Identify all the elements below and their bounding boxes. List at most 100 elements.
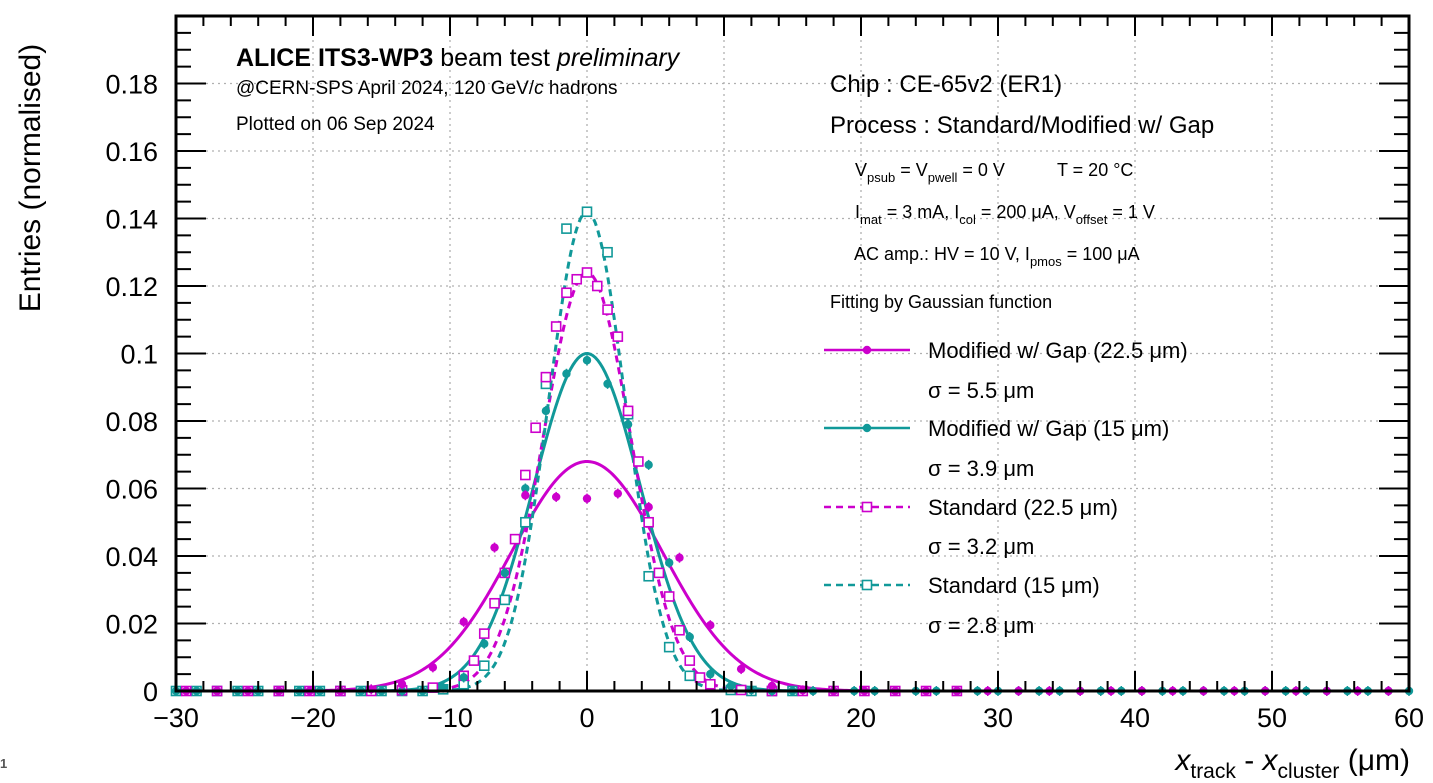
data-point: [622, 405, 634, 417]
page-number: 1: [0, 756, 8, 771]
data-point: [571, 273, 583, 285]
data-point: [468, 655, 480, 666]
data-point: [685, 632, 694, 642]
data-point: [397, 680, 407, 689]
fitting-note: Fitting by Gaussian function: [830, 292, 1052, 312]
data-point: [623, 420, 633, 429]
y-tick-label: 0.04: [105, 542, 158, 572]
x-label-unit: (μm): [1339, 744, 1410, 777]
legend-sigma-3: σ = 2.8 μm: [928, 613, 1034, 638]
fit-curve-1: [176, 352, 1409, 693]
data-point: [521, 484, 530, 493]
legend-sigma-0: σ = 5.5 μm: [928, 378, 1034, 403]
fit-curve-3: [176, 210, 1409, 693]
data-point: [541, 406, 551, 416]
legend-marker-1: [862, 423, 872, 433]
data-point: [644, 460, 653, 470]
data-point: [704, 678, 716, 690]
amp-line: AC amp.: HV = 10 V, Ipmos = 100 μA: [830, 244, 1154, 269]
x-tick-label: 10: [709, 703, 739, 733]
data-point: [602, 304, 613, 315]
data-point: [767, 681, 777, 691]
data-point: [665, 558, 674, 567]
data-point: [736, 664, 746, 674]
data-point: [509, 533, 521, 545]
data-point: [489, 597, 500, 609]
data-point: [633, 456, 644, 467]
x-tick-label: 50: [1257, 703, 1287, 733]
y-tick-label: 0: [143, 677, 158, 707]
y-tick-label: 0.02: [105, 610, 158, 640]
legend-label-2: Standard (22.5 μm): [928, 495, 1118, 520]
fit-curves: [176, 210, 1409, 693]
y-tick-label: 0.12: [105, 272, 158, 302]
legend-label-0: Modified w/ Gap (22.5 μm): [928, 338, 1188, 363]
x-tick-label: 40: [1120, 703, 1150, 733]
data-point: [478, 628, 490, 639]
data-point: [551, 492, 561, 502]
data-point: [540, 371, 552, 383]
tick-labels: −30 −20 −10 0 10 20 30 40 50 60 0 0.02 0.04 0.06 0.08 0…: [105, 70, 1424, 734]
data-point: [581, 206, 593, 218]
data-point: [530, 422, 541, 434]
data-point: [561, 223, 572, 234]
x-tick-label: 20: [846, 703, 876, 733]
fit-curve-0: [176, 460, 1409, 693]
process-label: Process : Standard/Modified w/ Gap: [830, 112, 1214, 139]
data-point: [694, 672, 706, 683]
data-point: [459, 617, 468, 627]
data-point: [684, 655, 696, 666]
y-tick-label: 0.08: [105, 407, 158, 437]
chip-label: Chip : CE-65v2 (ER1): [830, 71, 1062, 98]
x-label-track-sub: track: [1190, 760, 1236, 783]
data-point: [561, 287, 572, 299]
data-point: [562, 369, 571, 378]
experiment-title: ALICE ITS3-WP3 beam test preliminary: [236, 44, 681, 72]
legend-label-1: Modified w/ Gap (15 μm): [928, 416, 1169, 441]
x-label-cluster-var: x: [1261, 744, 1279, 777]
plotted-date: Plotted on 06 Sep 2024: [236, 114, 435, 135]
data-point: [500, 568, 509, 578]
data-point: [612, 331, 624, 342]
x-label-track-var: x: [1173, 744, 1191, 777]
y-tick-label: 0.06: [105, 475, 158, 505]
data-point: [550, 321, 562, 332]
data-point: [706, 669, 715, 679]
x-tick-label: 0: [579, 703, 594, 733]
data-point: [490, 543, 499, 552]
current-line: Imat = 3 mA, Icol = 200 μA, Voffset = 1 …: [830, 202, 1170, 227]
data-point: [726, 681, 736, 691]
legend-marker-3: [861, 579, 873, 591]
plot-frame: [174, 14, 1411, 693]
data-point: [521, 491, 530, 500]
data-point: [643, 570, 654, 582]
legend-sigma-2: σ = 3.2 μm: [928, 534, 1034, 559]
data-point: [674, 624, 685, 636]
data-point: [644, 502, 653, 512]
data-point: [613, 489, 623, 498]
data-point: [663, 591, 675, 602]
data-point: [591, 280, 603, 292]
y-tick-label: 0.16: [105, 137, 158, 167]
x-tick-label: −10: [427, 703, 473, 733]
data-point: [581, 267, 593, 278]
data-point: [603, 379, 612, 389]
legend-label-3: Standard (15 μm): [928, 573, 1100, 598]
beam-info: @CERN-SPS April 2024, 120 GeV/c hadrons: [236, 78, 618, 99]
x-tick-label: 60: [1394, 703, 1424, 733]
data-point: [478, 660, 490, 671]
y-tick-label: 0.1: [120, 340, 158, 370]
data-point: [684, 670, 696, 682]
data-point: [706, 620, 715, 630]
data-point: [428, 663, 438, 672]
legend-marker-0: [862, 345, 872, 355]
data-point: [499, 594, 511, 606]
y-axis-label: Entries (normalised): [14, 44, 47, 312]
data-point: [643, 516, 654, 528]
x-tick-label: −20: [290, 703, 336, 733]
y-tick-label: 0.18: [105, 70, 158, 100]
data-points: [170, 206, 1414, 697]
fit-curve-2: [176, 271, 1409, 693]
